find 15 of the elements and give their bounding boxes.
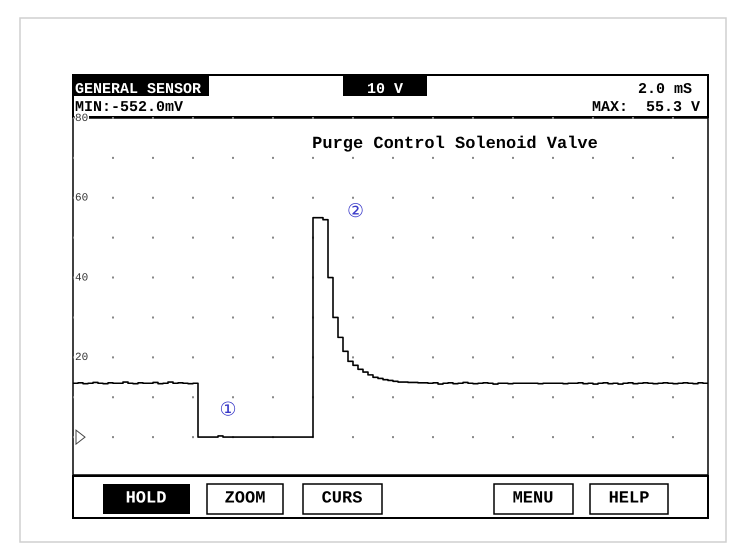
text: HOLD	[126, 489, 166, 508]
text: GENERAL SENSOR	[75, 80, 202, 98]
text: Purge Control Solenoid Valve	[312, 135, 598, 154]
text: CURS	[322, 489, 362, 508]
y-tick-label: 20	[75, 352, 88, 364]
text: 10 V	[366, 80, 404, 98]
text: MENU	[512, 489, 554, 508]
text: ZOOM	[224, 489, 266, 508]
annotation: ①	[219, 398, 237, 420]
y-tick-label: 40	[75, 272, 88, 284]
y-tick-label: 60	[75, 192, 88, 205]
annotation: ②	[346, 200, 364, 222]
text: HELP	[608, 489, 650, 508]
text: MAX: 55.3 V	[592, 98, 700, 116]
text: 2.0 mS	[638, 80, 692, 98]
